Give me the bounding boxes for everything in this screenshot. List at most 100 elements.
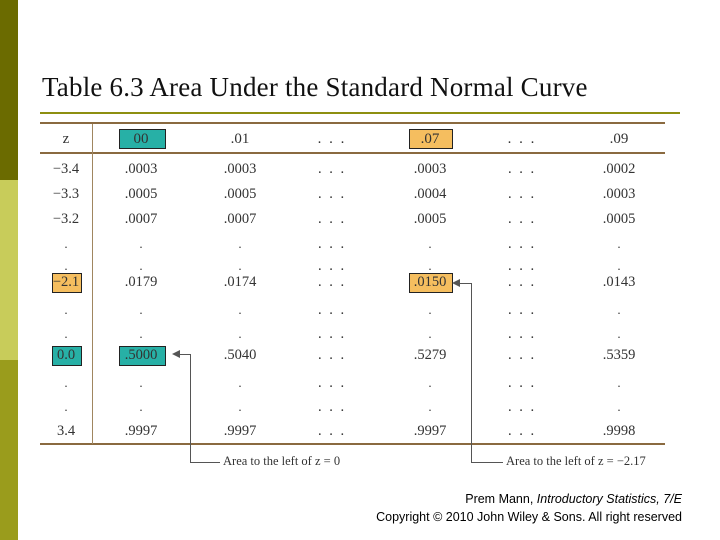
area-value-cell: .0005 (223, 186, 257, 202)
z-value-cell: −2.1 (52, 274, 80, 290)
area-value-cell: . . . (507, 274, 537, 290)
credit-author: Prem Mann, (465, 492, 537, 506)
area-value-cell: .0005 (602, 211, 636, 227)
area-value-cell: . (238, 375, 242, 390)
cell-highlight-box (52, 273, 82, 293)
table-header-cell: z (62, 131, 70, 147)
area-value-cell: . . . (317, 274, 347, 290)
area-value-cell: . . . (317, 302, 347, 318)
area-value-cell: . (139, 258, 143, 273)
area-value-cell: . (139, 302, 143, 317)
table-z-column-divider (92, 124, 93, 444)
area-value-cell: .0005 (413, 211, 447, 227)
callout-left-arrow-line (174, 354, 190, 355)
decor-bar-middle (0, 180, 18, 360)
table-header-rule (40, 152, 665, 154)
table-header-cell: . . . (507, 131, 537, 147)
area-value-cell: . (617, 236, 621, 251)
slide-title: Table 6.3 Area Under the Standard Normal… (42, 72, 588, 102)
callout-left-label: Area to the left of z = 0 (223, 454, 341, 468)
cell-highlight-box (52, 346, 82, 366)
title-underline (40, 112, 680, 114)
area-value-cell: .5359 (602, 347, 636, 363)
area-value-cell: . . . (317, 258, 347, 274)
decor-bar-bottom (0, 360, 18, 540)
z-value-cell: . (64, 258, 68, 273)
area-value-cell: . . . (507, 211, 537, 227)
area-value-cell: .0003 (413, 161, 447, 177)
z-value-cell: . (64, 375, 68, 390)
area-value-cell: . (238, 302, 242, 317)
area-value-cell: . . . (317, 347, 347, 363)
area-value-cell: . . . (507, 302, 537, 318)
area-value-cell: . (617, 399, 621, 414)
credit-line-1: Prem Mann, Introductory Statistics, 7/E (465, 492, 682, 506)
z-value-cell: . (64, 302, 68, 317)
callout-left-horizontal-line (190, 462, 220, 463)
area-value-cell: . (617, 258, 621, 273)
area-value-cell: .9997 (124, 423, 158, 439)
table-header-cell: .09 (609, 131, 629, 147)
area-value-cell: .0003 (223, 161, 257, 177)
callout-right-arrowhead-icon (452, 279, 460, 287)
area-value-cell: . (139, 236, 143, 251)
z-value-cell: . (64, 236, 68, 251)
area-value-cell: . . . (317, 399, 347, 415)
area-value-cell: . . . (507, 258, 537, 274)
area-value-cell: .0150 (413, 274, 447, 290)
area-value-cell: . . . (507, 399, 537, 415)
area-value-cell: .0174 (223, 274, 257, 290)
area-value-cell: .0005 (124, 186, 158, 202)
area-value-cell: . . . (507, 161, 537, 177)
area-value-cell: . . . (507, 326, 537, 342)
area-value-cell: .5000 (124, 347, 158, 363)
table-header-cell: . . . (317, 131, 347, 147)
area-value-cell: .0003 (124, 161, 158, 177)
area-value-cell: . (428, 302, 432, 317)
area-value-cell: . . . (507, 375, 537, 391)
area-value-cell: .0002 (602, 161, 636, 177)
callout-right-vertical-line (471, 283, 472, 462)
table-top-rule (40, 122, 665, 124)
area-value-cell: . (139, 326, 143, 341)
area-value-cell: .0007 (124, 211, 158, 227)
area-value-cell: . . . (507, 236, 537, 252)
area-value-cell: .0143 (602, 274, 636, 290)
area-value-cell: . (238, 326, 242, 341)
callout-right-label: Area to the left of z = −2.17 (506, 454, 646, 468)
callout-left-arrowhead-icon (172, 350, 180, 358)
area-value-cell: . . . (317, 161, 347, 177)
area-value-cell: . (428, 399, 432, 414)
decor-bar-top (0, 0, 18, 180)
area-value-cell: . (428, 236, 432, 251)
area-value-cell: . (617, 302, 621, 317)
area-value-cell: .0004 (413, 186, 447, 202)
area-value-cell: . (139, 399, 143, 414)
area-value-cell: . . . (317, 423, 347, 439)
callout-left-vertical-line (190, 354, 191, 462)
area-value-cell: . (428, 375, 432, 390)
area-value-cell: . (238, 236, 242, 251)
area-value-cell: . . . (317, 375, 347, 391)
table-bottom-rule (40, 443, 665, 445)
area-value-cell: .5040 (223, 347, 257, 363)
z-value-cell: . (64, 399, 68, 414)
z-value-cell: 3.4 (56, 423, 76, 439)
area-value-cell: .5279 (413, 347, 447, 363)
z-value-cell: −3.3 (52, 186, 80, 202)
area-value-cell: . . . (507, 347, 537, 363)
area-value-cell: . (238, 399, 242, 414)
z-value-cell: . (64, 326, 68, 341)
table-header-cell: .01 (230, 131, 250, 147)
area-value-cell: . (617, 375, 621, 390)
table-header-cell: .07 (420, 131, 440, 147)
area-value-cell: . . . (317, 211, 347, 227)
area-value-cell: . . . (317, 186, 347, 202)
area-value-cell: .9997 (223, 423, 257, 439)
area-value-cell: .0003 (602, 186, 636, 202)
header-highlight-box (118, 129, 166, 149)
area-value-cell: .9998 (602, 423, 636, 439)
z-value-cell: −3.4 (52, 161, 80, 177)
cell-highlight-box (118, 346, 166, 366)
